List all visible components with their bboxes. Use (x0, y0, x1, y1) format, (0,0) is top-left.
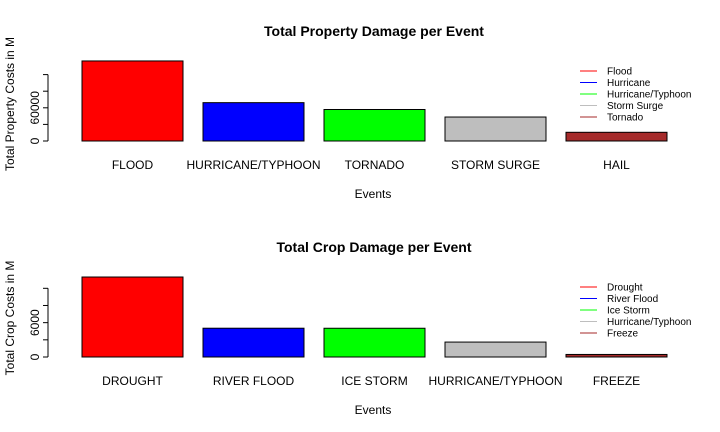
chart-title: Total Crop Damage per Event (276, 239, 471, 255)
bar (81, 276, 184, 358)
y-tick-label: 0 (28, 137, 42, 144)
legend-entry: Hurricane/Typhoon (607, 90, 692, 101)
legend-entry: Drought (607, 283, 643, 294)
category-label: HAIL (603, 158, 630, 172)
y-axis: 0 6000 (28, 287, 49, 360)
category-labels: DROUGHT RIVER FLOOD ICE STORM HURRICANE/TYP… (102, 374, 640, 388)
property-damage-chart: Total Property Damage per Event Total Pr… (3, 23, 692, 201)
category-label: DROUGHT (102, 374, 163, 388)
x-axis-label: Events (355, 187, 392, 201)
x-axis-label: Events (355, 403, 392, 417)
bar (444, 116, 547, 142)
y-axis-label: Total Property Costs in M (3, 37, 17, 171)
category-label: ICE STORM (341, 374, 407, 388)
bar (565, 353, 668, 358)
chart-title: Total Property Damage per Event (264, 23, 484, 39)
y-tick-label: 60000 (28, 91, 42, 125)
bar (323, 108, 426, 142)
legend-entry: Tornado (607, 113, 644, 124)
legend-entry: Ice Storm (607, 306, 650, 317)
category-label: HURRICANE/TYPHOON (428, 374, 562, 388)
bars (81, 60, 668, 142)
bars (81, 276, 668, 358)
bar (444, 341, 547, 358)
category-label: TORNADO (345, 158, 405, 172)
legend-entry: Flood (607, 67, 632, 78)
bar (202, 102, 305, 142)
category-label: FREEZE (593, 374, 640, 388)
category-label: STORM SURGE (451, 158, 540, 172)
legend-entry: Hurricane (607, 78, 651, 89)
bar (323, 327, 426, 358)
bar (565, 131, 668, 142)
legend-entry: Hurricane/Typhoon (607, 317, 692, 328)
category-label: RIVER FLOOD (213, 374, 295, 388)
category-label: FLOOD (112, 158, 154, 172)
legend-entry: Storm Surge (607, 101, 664, 112)
legend-entry: River Flood (607, 294, 658, 305)
bar (202, 327, 305, 358)
bar (81, 60, 184, 142)
legend-entry: Freeze (607, 329, 639, 340)
crop-damage-chart: Total Crop Damage per Event Total Crop C… (3, 239, 692, 417)
category-labels: FLOOD HURRICANE/TYPHOON TORNADO STORM SURGE… (112, 158, 630, 172)
y-tick-label: 0 (28, 353, 42, 360)
category-label: HURRICANE/TYPHOON (186, 158, 320, 172)
y-axis-label: Total Crop Costs in M (3, 261, 17, 376)
y-axis: 0 60000 (28, 74, 49, 144)
y-tick-label: 6000 (28, 309, 42, 336)
